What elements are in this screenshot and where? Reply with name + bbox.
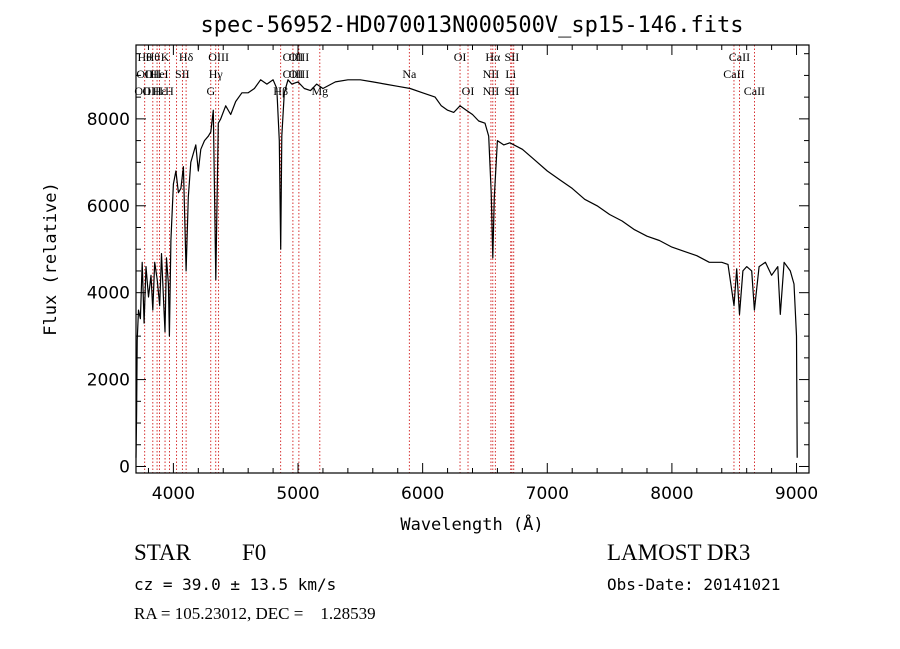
spectral-line-label: OIII	[208, 50, 229, 64]
spectral-line-label: OI	[454, 50, 467, 64]
spectral-line-label: CaII	[723, 67, 744, 81]
spectral-line-label: HeI	[151, 67, 169, 81]
x-tick-label: 4000	[152, 484, 195, 504]
x-tick-label: 6000	[401, 484, 444, 504]
spectral-line-label: OII	[136, 67, 153, 81]
spectral-subclass: F0	[242, 540, 267, 565]
spectral-line-label: OIII	[289, 50, 310, 64]
spectral-line-label: SII	[505, 50, 520, 64]
y-tick-label: 2000	[87, 371, 130, 391]
spectral-line-label: Hγ	[209, 67, 224, 81]
spectral-line-label: OIII	[142, 84, 163, 98]
spectral-line-label: OI	[462, 84, 475, 98]
spectral-line-label: H	[165, 84, 174, 98]
y-axis-label: Flux (relative)	[41, 182, 61, 336]
spectral-line-label: CaII	[744, 84, 765, 98]
spectral-line-label: OIII	[289, 67, 310, 81]
x-tick-label: 9000	[775, 484, 818, 504]
coordinates: RA = 105.23012, DEC = 1.28539	[134, 604, 376, 623]
x-axis: 4000 5000 6000 7000 8000 9000	[147, 45, 818, 504]
spectral-line-label: NII	[483, 67, 500, 81]
y-tick-label: 6000	[87, 197, 130, 217]
y-tick-label: 4000	[87, 284, 130, 304]
spectral-line-label: NII	[483, 84, 500, 98]
spectral-line-label: CaII	[729, 50, 750, 64]
survey-name: LAMOST DR3	[607, 540, 751, 565]
spectral-line-label: G	[206, 84, 215, 98]
spectral-line-label: Hθ	[138, 50, 153, 64]
spectral-line-label: Li	[505, 67, 516, 81]
spectral-line-label: Hδ	[179, 50, 194, 64]
chart-title: spec-56952-HD070013N000500V_sp15-146.fit…	[200, 13, 743, 38]
spectral-line-label: OIII	[134, 84, 155, 98]
spectral-line-label: OII	[144, 67, 161, 81]
spectral-line-label: Hε	[153, 84, 167, 98]
spectral-line-label: Na	[402, 67, 417, 81]
y-tick-label: 0	[119, 457, 130, 477]
x-tick-label: 7000	[526, 484, 569, 504]
x-tick-label: 5000	[276, 484, 319, 504]
spectral-line-label: K	[161, 50, 170, 64]
x-axis-label: Wavelength (Å)	[400, 513, 543, 535]
redshift-readout: cz = 39.0 ± 13.5 km/s	[134, 575, 337, 594]
spectral-line-label: Hθ	[146, 50, 161, 64]
spectral-line-label: OIII	[283, 67, 304, 81]
object-class: STAR	[134, 540, 191, 565]
spectral-line-labels: HθOIIOIIIHθOIIOIIIHeIHεKHSIIHδGHγOIIIHβO…	[134, 50, 765, 98]
y-axis: 0 2000 4000 6000 8000	[87, 53, 809, 477]
obs-date: Obs-Date: 20141021	[607, 575, 781, 594]
plot-frame	[135, 44, 810, 474]
y-tick-label: 8000	[87, 110, 130, 130]
spectral-line-label: SII	[505, 84, 520, 98]
spectral-line-label: Hα	[485, 50, 501, 64]
spectral-line-label: SII	[175, 67, 190, 81]
spectrum-line	[135, 79, 798, 458]
spectral-line-markers	[144, 45, 755, 473]
x-tick-label: 8000	[650, 484, 693, 504]
